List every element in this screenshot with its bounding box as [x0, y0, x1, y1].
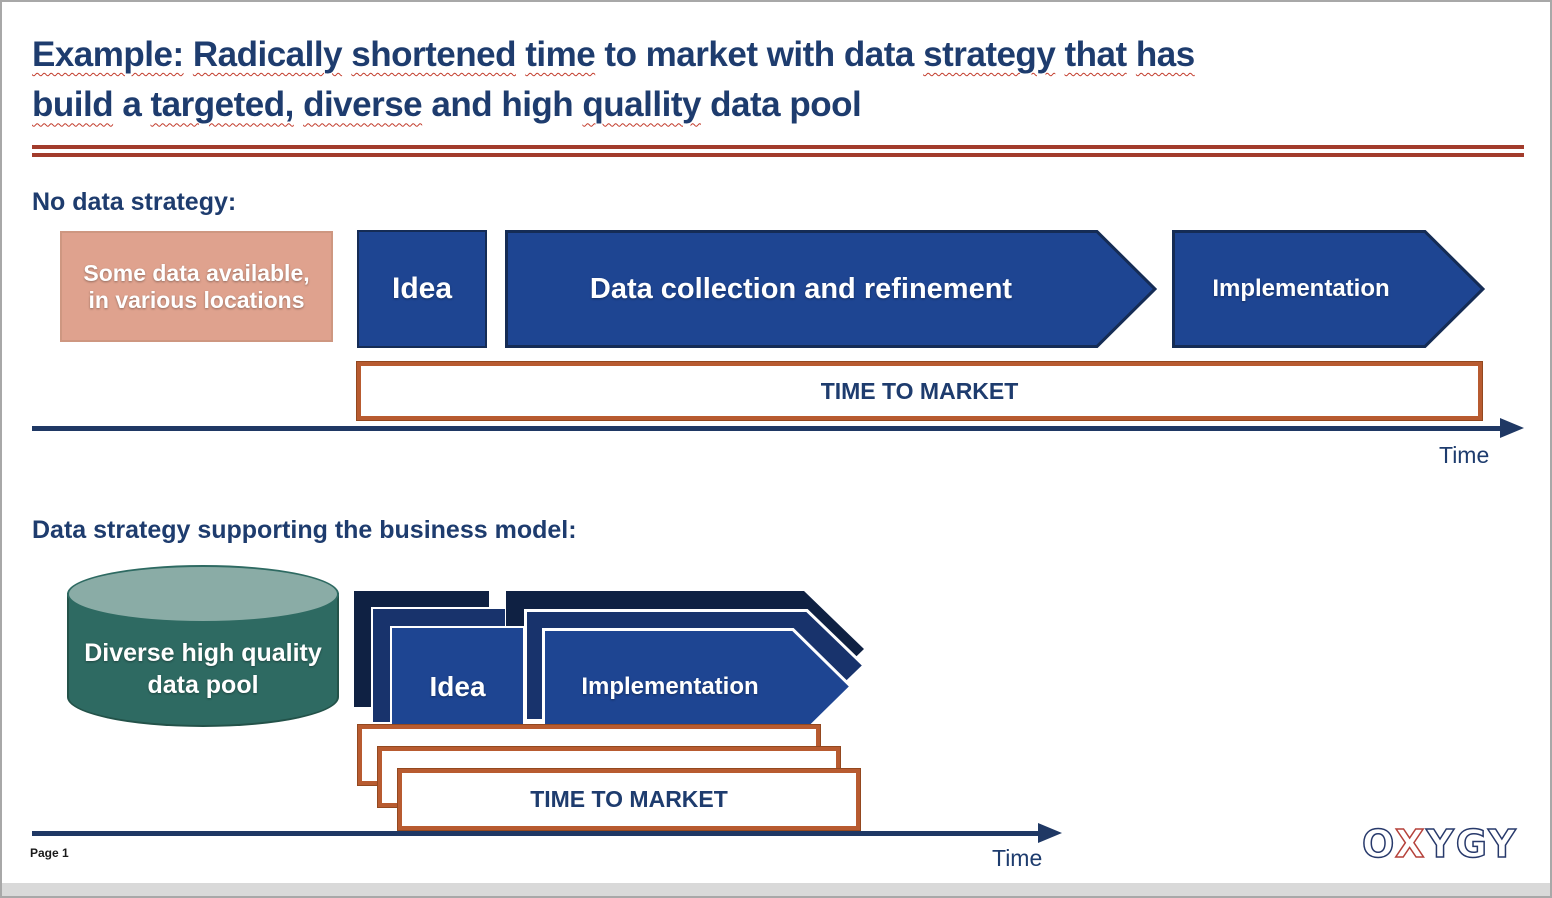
title-word: targeted, — [150, 85, 295, 125]
oxygy-logo: OXYGY — [1361, 821, 1518, 867]
time-label-section1: Time — [1439, 442, 1490, 468]
title-word: diverse — [303, 85, 423, 125]
arrow-shape-icon — [1172, 230, 1485, 348]
implementation-arrow-label: Implementation — [581, 672, 759, 700]
timeline-arrowhead-icon — [1038, 823, 1062, 843]
title-word: that — [1064, 35, 1128, 74]
title-word: build — [32, 85, 114, 125]
title-word: time — [525, 35, 596, 74]
arrow-shape-icon — [542, 628, 853, 745]
time-label-section2: Time — [992, 845, 1043, 871]
page-title: Example: Radically shortened time to mar… — [32, 35, 1195, 125]
page-number: Page 1 — [30, 846, 69, 860]
title-word: Example: — [32, 35, 184, 74]
implementation-arrow-label: Implementation — [1212, 275, 1390, 302]
data-collection-arrow-label: Data collection and refinement — [589, 272, 1013, 305]
some-data-available-box: Some data available, in various location… — [60, 231, 333, 342]
title-word: shortened — [351, 35, 516, 74]
section1-heading: No data strategy: — [32, 188, 237, 216]
timeline-arrowhead-icon — [1500, 418, 1524, 438]
data-pool-cylinder: Diverse high quality data pool — [67, 565, 339, 727]
title-divider-rule — [32, 145, 1524, 157]
data-collection-arrow: Data collection and refinement — [505, 230, 1157, 348]
title-word: has — [1135, 35, 1195, 74]
data-pool-label: Diverse high quality data pool — [84, 638, 322, 700]
time-to-market-box-section1: TIME TO MARKET — [357, 362, 1482, 420]
arrow-shape-icon — [505, 230, 1157, 348]
implementation-arrow-section2: Implementation — [542, 628, 853, 745]
title-word: Radically — [192, 35, 343, 74]
section2-heading: Data strategy supporting the business mo… — [32, 516, 577, 544]
bottom-edge-strip — [2, 883, 1550, 896]
title-word: strategy — [923, 35, 1056, 74]
implementation-arrow-section1: Implementation — [1172, 230, 1485, 348]
cylinder-top — [67, 565, 339, 623]
title-word: quallity — [582, 85, 701, 125]
idea-box-section1: Idea — [357, 230, 487, 348]
timeline-axis-section2 — [32, 831, 1040, 836]
timeline-axis-section1 — [32, 426, 1502, 431]
time-to-market-box-section2: TIME TO MARKET — [398, 769, 860, 830]
